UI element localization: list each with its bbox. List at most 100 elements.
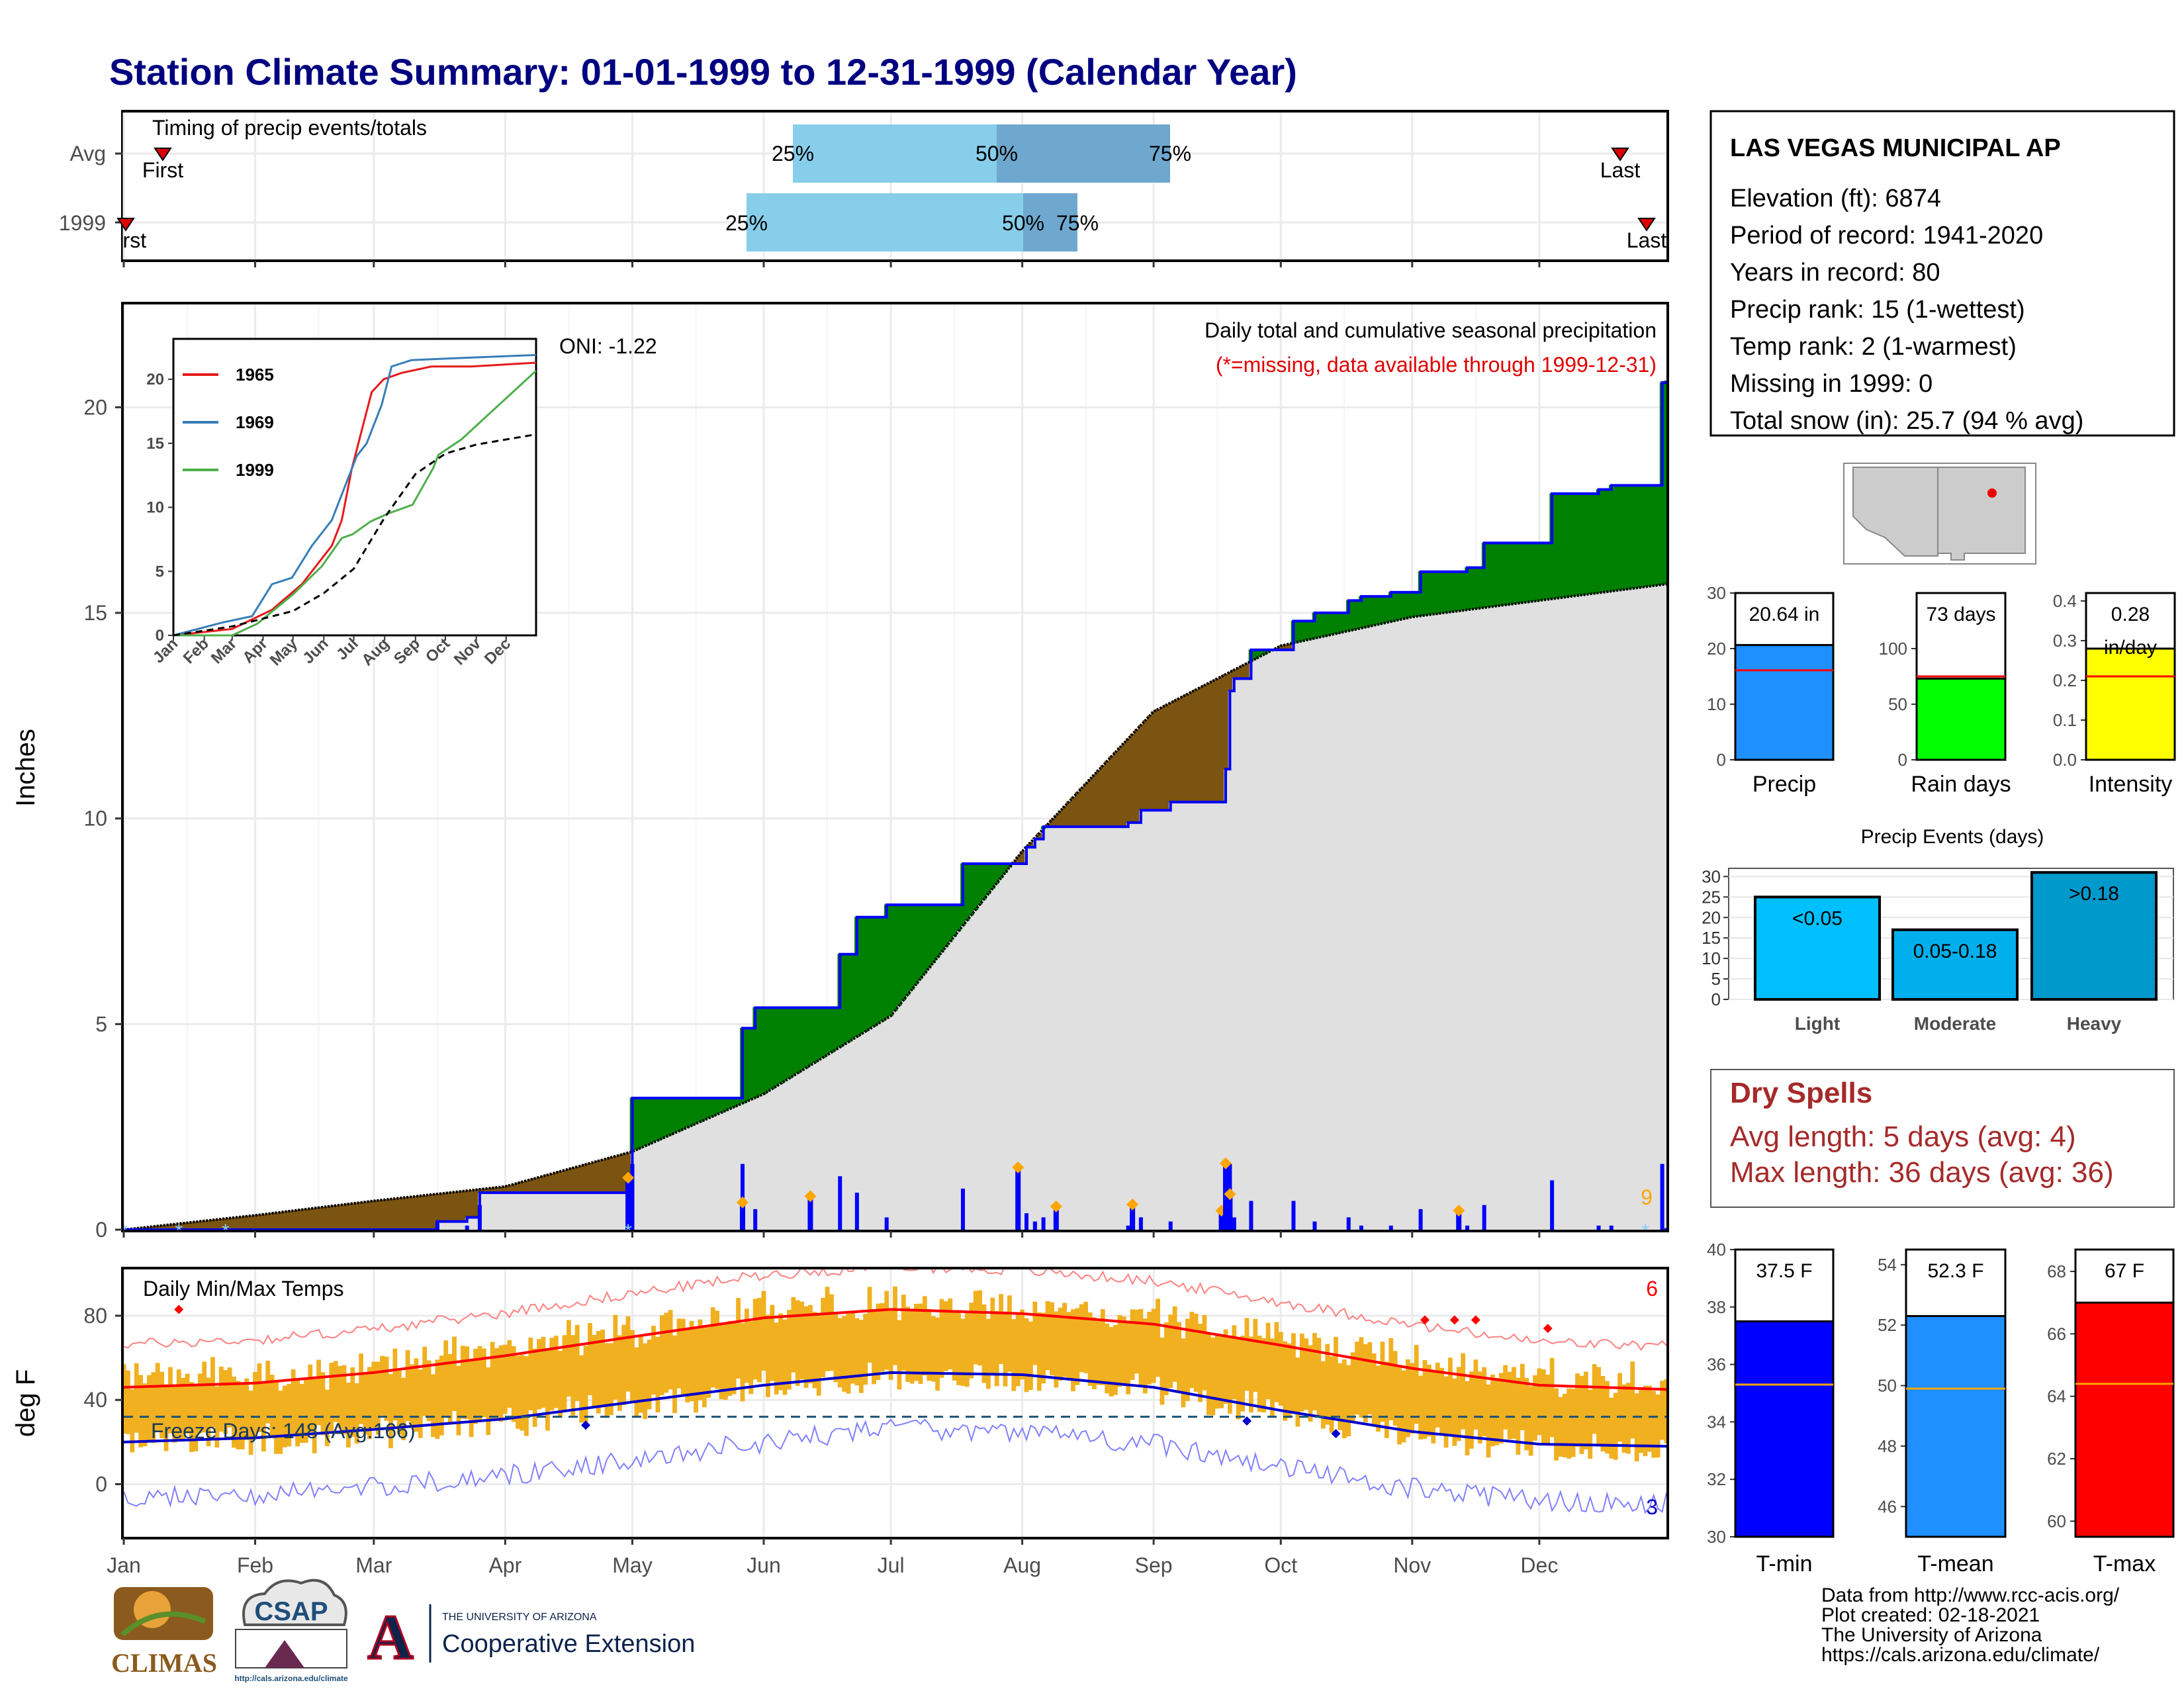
daily-precip-bar [854, 1193, 859, 1230]
y1999-first-label: First [105, 228, 146, 252]
precip-y-axis: 0 5 10 15 20 [83, 395, 1541, 1242]
daily-temp-bar [969, 1303, 974, 1379]
daily-temp-bar [155, 1363, 160, 1432]
snow-day-marker-4: * [1641, 1220, 1649, 1242]
temp-count-hi: 6 [1646, 1277, 1658, 1301]
daily-temp-bar [193, 1385, 199, 1451]
inset-series-1999 [173, 370, 537, 637]
daily-precip-bar-0 [625, 1180, 631, 1230]
daily-temp-bar [948, 1298, 953, 1369]
normal-tmax-line [124, 1308, 1666, 1391]
heavy-event-marker-3 [1012, 1161, 1024, 1173]
daily-temp-bar [1198, 1324, 1203, 1402]
heavy-event-marker-4 [1050, 1200, 1062, 1212]
record-low-line [124, 1418, 1666, 1514]
daily-temp-bar [329, 1363, 334, 1432]
oni-label: ONI: -1.22 [559, 334, 657, 358]
daily-temp-bar [494, 1348, 499, 1418]
daily-temp-bar [647, 1340, 652, 1410]
events-ytick-label-6: 30 [1702, 866, 1721, 886]
temp-bar-t-max-value-bar [2074, 1301, 2175, 1538]
daily-temp-bar [1287, 1343, 1292, 1418]
daily-temp-bar [1448, 1357, 1453, 1437]
temp-bar-t-max-tick-label-3: 66 [2047, 1324, 2066, 1344]
daily-temp-bar [541, 1336, 546, 1408]
ua-line1: THE UNIVERSITY OF ARIZONA [442, 1612, 597, 1623]
daily-temp-bar [1461, 1353, 1466, 1430]
daily-temp-bar [1219, 1335, 1224, 1408]
record-temp-marker-3 [1471, 1315, 1480, 1325]
summary-bar-intensity: 0.0 0.1 0.2 0.3 0.4 0.28 in/day Intensity [2053, 591, 2176, 797]
daily-temp-bar [1130, 1309, 1135, 1380]
daily-temp-bar [893, 1286, 897, 1365]
daily-temp-bar [367, 1367, 372, 1440]
cumulative-1999-line [124, 381, 1666, 1230]
daily-temp-bar [816, 1312, 821, 1396]
avg-q2-bar [997, 124, 1170, 183]
daily-temp-bar [1541, 1369, 1546, 1445]
daily-temp-bar [1469, 1371, 1474, 1449]
avg-last-marker [1611, 148, 1629, 161]
daily-temp-bar [1177, 1322, 1181, 1393]
daily-temp-bar [1316, 1338, 1322, 1416]
y1999-last-label: Last [1627, 228, 1667, 252]
daily-temp-bar [1545, 1375, 1551, 1445]
inset-frame [172, 338, 537, 637]
daily-temp-bar [1202, 1314, 1207, 1391]
daily-temp-bar [1562, 1393, 1567, 1457]
daily-temp-bar [1041, 1312, 1046, 1384]
daily-temp-bar [952, 1310, 957, 1381]
record-temp-marker-6 [1242, 1416, 1252, 1426]
temperature-bar-charts: 30 32 34 36 38 40 37.5 F T-min 46 48 50 52 54 52.3 F T… [1707, 1240, 2175, 1577]
daily-temp-bar [1244, 1318, 1250, 1391]
daily-temp-bar [1503, 1365, 1508, 1430]
summary-bar-precip: 0 10 20 30 20.64 in Precip [1707, 583, 1835, 797]
daily-temp-bar [346, 1382, 351, 1447]
daily-temp-bar [1096, 1321, 1101, 1385]
daily-temp-bar [630, 1330, 635, 1402]
daily-temp-bar [1639, 1388, 1643, 1453]
daily-temp-bar [1592, 1364, 1597, 1434]
normal-precip-area [124, 584, 1666, 1230]
inset-legend: 1965 1969 1999 [183, 365, 274, 480]
daily-temp-bar [778, 1313, 783, 1391]
daily-temp-bar [1452, 1378, 1457, 1446]
summary-bar-rain-days-tick-label-0: 0 [1898, 750, 1907, 770]
daily-temp-bar [808, 1304, 813, 1384]
heavy-event-marker-9 [1453, 1205, 1465, 1217]
record-temp-marker-4 [1543, 1324, 1553, 1334]
legend-label-1965: 1965 [236, 365, 274, 385]
temp-axis-label-1: T-mean [1917, 1551, 1993, 1577]
daily-temp-bar [1422, 1359, 1428, 1439]
daily-temp-bar [124, 1364, 126, 1434]
daily-temp-bar [1054, 1311, 1059, 1388]
climas-logo-swoosh [120, 1611, 206, 1637]
ua-line2: Cooperative Extension [442, 1630, 695, 1658]
daily-temp-bar [265, 1360, 271, 1424]
daily-temp-bar [1549, 1357, 1555, 1438]
daily-temp-bar [1079, 1304, 1084, 1373]
daily-temp-bar [295, 1380, 300, 1447]
daily-temp-bar [244, 1378, 250, 1440]
daily-temp-bar [935, 1317, 940, 1391]
daily-temp-bar [1588, 1389, 1593, 1459]
daily-temp-bar [1583, 1371, 1588, 1449]
daily-temp-bar [994, 1310, 999, 1387]
daily-temp-bar [702, 1328, 707, 1408]
daily-temp-bar [410, 1364, 414, 1428]
summary-bar-rain-days-tick-label-2: 100 [1879, 639, 1907, 659]
daily-temp-bar [1342, 1359, 1347, 1439]
daily-temp-bar [964, 1312, 970, 1387]
daily-temp-bar [316, 1359, 321, 1426]
daily-temp-bar [426, 1360, 432, 1422]
daily-temp-bar [1214, 1333, 1220, 1409]
daily-precip-bar [1024, 1213, 1029, 1230]
temp-bar-t-mean: 46 48 50 52 54 52.3 F T-mean [1878, 1248, 2007, 1577]
temp-frame [121, 1267, 1669, 1539]
daily-temp-bar [562, 1335, 567, 1412]
daily-precip-bar [884, 1217, 889, 1230]
daily-temp-bar [664, 1312, 669, 1393]
daily-precip-bar [1388, 1225, 1393, 1230]
daily-temp-bar [897, 1320, 902, 1390]
